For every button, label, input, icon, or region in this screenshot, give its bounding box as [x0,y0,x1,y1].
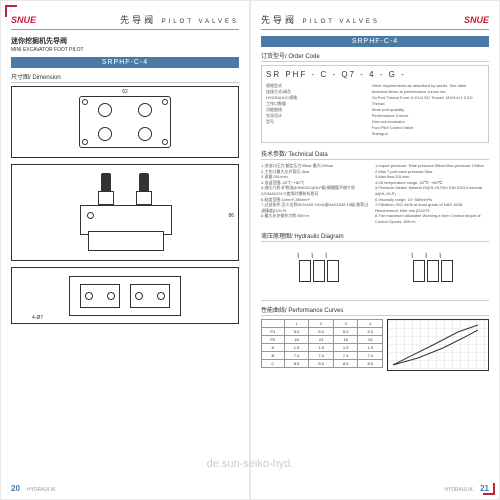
model-bar: SRPHF-C-4 [11,57,239,68]
hyd-symbol-2: ⌇⌇⌇ [405,252,460,292]
dim-height: 86 [228,213,234,219]
hyd-symbol-1: ⌇⌇⌇ [291,252,346,292]
order-code-box: SR PHF - C - Q7 - 4 - G - 规格型式连接方式/阀芯HYD… [261,65,489,143]
catalog-spread: SNUE 先导阀 PILOT VALVES 迷你挖掘机先导阀MINI EXCAV… [0,0,500,500]
model-bar-r: SRPHF-C-4 [261,36,489,47]
page-header: SNUE 先导阀 PILOT VALVES [11,13,239,30]
corner-accent-tl [5,5,17,17]
valve-top-view [79,96,171,148]
header-title: 先导阀 PILOT VALVES [120,13,239,26]
dim-holes: 4-Ø7 [32,315,43,321]
order-label: 订货型号/ Order Code [261,51,489,62]
drawing-bottom-view: 4-Ø7 [11,267,239,324]
valve-bottom-view [69,276,181,316]
tech-data-section: 技术参数/ Technical Data 1.进油口压力:额定压力35bar 最… [261,149,489,225]
valve-side-view [60,173,190,253]
dim-width: 62 [122,89,128,95]
tech-label: 技术参数/ Technical Data [261,149,489,160]
dimension-label: 尺寸图/ Dimension [11,72,239,83]
page-right: 先导阀 PILOT VALVES SNUE SRPHF-C-4 订货型号/ Or… [250,0,500,500]
tech-col-en: 1.Import pressure: Rate pressure:35bar M… [375,163,489,225]
product-subtitle: 迷你挖掘机先导阀MINI EXCAVATOR FOOT PILOT [11,36,239,53]
page-header-r: 先导阀 PILOT VALVES SNUE [261,13,489,30]
drawing-top-view: 62 [11,86,239,158]
perf-label: 性能曲线/ Performance Curves [261,305,489,316]
hydraulic-label: 液压原理图/ Hydraulic Diagram [261,231,489,242]
tech-col-cn: 1.进油口压力:额定压力35bar 最大100bar2.工作口最大允许背压:3b… [261,163,375,225]
page-number-right: 21 [480,484,489,493]
tech-content: 1.进油口压力:额定压力35bar 最大100bar2.工作口最大允许背压:3b… [261,163,489,225]
footer-text-right: HYDRAULIK [444,487,473,493]
performance-section: 1234P15.05.05.05.0P218231823A1.91.91.91.… [261,319,489,371]
page-left: SNUE 先导阀 PILOT VALVES 迷你挖掘机先导阀MINI EXCAV… [0,0,250,500]
drawing-side-view: 86 [11,164,239,261]
order-col-en: Other requirements as described by words… [372,83,477,137]
page-number-left: 20 [11,484,20,493]
brand-logo-r: SNUE [464,15,489,25]
performance-table: 1234P15.05.05.05.0P218231823A1.91.91.91.… [261,319,383,371]
performance-chart [387,319,489,371]
header-title-r: 先导阀 PILOT VALVES [261,13,380,26]
footer-text-left: HYDRAULIK [27,487,56,493]
hydraulic-diagram: ⌇⌇⌇ ⌇⌇⌇ [261,245,489,301]
watermark-text: de.sun-seiko-hyd. [207,458,294,470]
order-col-cn: 规格型式连接方式/阀芯HYDRAULIC规格工作口数量功能曲线先导设计型号 [266,83,371,125]
order-breakdown: 规格型式连接方式/阀芯HYDRAULIC规格工作口数量功能曲线先导设计型号 Ot… [266,83,484,137]
order-code-string: SR PHF - C - Q7 - 4 - G - [266,70,484,79]
